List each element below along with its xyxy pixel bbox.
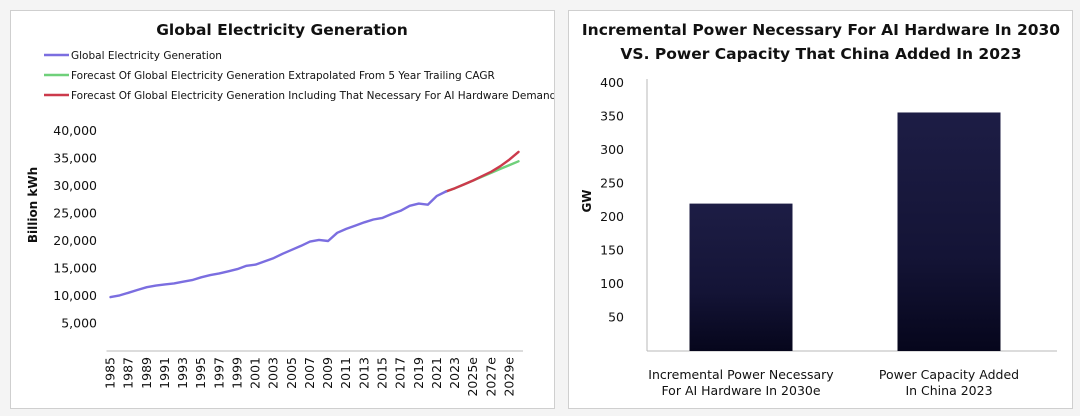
category-label: In China 2023 xyxy=(905,383,992,398)
x-tick-label: 2001 xyxy=(248,357,263,389)
y-tick-label: 400 xyxy=(600,75,624,90)
x-tick-label: 2025e xyxy=(465,357,480,397)
category-label: Power Capacity Added xyxy=(879,367,1019,382)
chart-title-line: Incremental Power Necessary For AI Hardw… xyxy=(582,21,1060,39)
y-tick-label: 150 xyxy=(600,243,624,258)
y-tick-label: 30,000 xyxy=(53,178,97,193)
y-tick-label: 10,000 xyxy=(53,288,97,303)
y-axis-ticks: 5,000 10,000 15,000 20,000 25,000 30,000 35,00… xyxy=(53,123,97,331)
y-axis-label: Billion kWh xyxy=(26,167,40,243)
y-tick-label: 5,000 xyxy=(61,316,97,331)
x-tick-label: 2017 xyxy=(393,357,408,389)
y-tick-label: 250 xyxy=(600,176,624,191)
legend-entry: Forecast Of Global Electricity Generatio… xyxy=(71,90,554,102)
bars xyxy=(689,112,1001,351)
x-tick-label: 1987 xyxy=(121,357,136,389)
y-axis-label: GW xyxy=(580,189,594,212)
legend-entry: Global Electricity Generation xyxy=(71,50,222,62)
x-tick-label: 1989 xyxy=(139,357,154,389)
x-tick-label: 2027e xyxy=(483,357,498,397)
y-tick-label: 25,000 xyxy=(53,206,97,221)
bar-0 xyxy=(689,203,793,351)
x-axis-ticks: 1985 1987 1989 1991 1993 1995 1997 1999 2001 2003… xyxy=(103,357,517,397)
y-tick-label: 15,000 xyxy=(53,261,97,276)
x-tick-label: 1997 xyxy=(211,357,226,389)
x-tick-label: 2005 xyxy=(284,357,299,389)
x-tick-label: 1995 xyxy=(193,357,208,389)
x-tick-label: 2003 xyxy=(266,357,281,389)
x-tick-label: 1999 xyxy=(229,357,244,389)
global-electricity-line-chart: Global Electricity Generation Billion kW… xyxy=(26,21,554,397)
x-tick-label: 2029e xyxy=(501,357,516,397)
x-tick-label: 2009 xyxy=(320,357,335,389)
x-tick-label: 2021 xyxy=(429,357,444,389)
y-tick-label: 300 xyxy=(600,142,624,157)
y-tick-label: 40,000 xyxy=(53,123,97,138)
y-tick-label: 35,000 xyxy=(53,151,97,166)
category-label: For AI Hardware In 2030e xyxy=(661,383,820,398)
legend: Global Electricity Generation Forecast Of… xyxy=(44,50,554,102)
series-line-2 xyxy=(444,150,520,193)
chart-title: Incremental Power Necessary For AI Hardw… xyxy=(582,21,1060,63)
x-tick-label: 2013 xyxy=(356,357,371,389)
x-tick-label: 2011 xyxy=(338,357,353,389)
x-tick-label: 1991 xyxy=(157,357,172,389)
y-tick-label: 200 xyxy=(600,209,624,224)
y-tick-label: 20,000 xyxy=(53,233,97,248)
x-tick-label: 2015 xyxy=(374,357,389,389)
y-tick-label: 350 xyxy=(600,109,624,124)
category-label: Incremental Power Necessary xyxy=(648,367,834,382)
series-lines xyxy=(109,150,520,299)
chart-title: Global Electricity Generation xyxy=(156,21,408,39)
x-tick-label: 2019 xyxy=(411,357,426,389)
x-tick-label: 2023 xyxy=(447,357,462,389)
y-tick-label: 100 xyxy=(600,276,624,291)
y-tick-label: 50 xyxy=(608,310,624,325)
bar-1 xyxy=(897,112,1001,351)
global-electricity-chart-panel: Global Electricity Generation Billion kW… xyxy=(10,10,555,409)
x-tick-label: 1985 xyxy=(103,357,118,389)
x-tick-label: 2007 xyxy=(302,357,317,389)
chart-title-line: VS. Power Capacity That China Added In 2… xyxy=(620,45,1021,63)
x-tick-label: 1993 xyxy=(175,357,190,389)
ai-power-bar-chart: Incremental Power Necessary For AI Hardw… xyxy=(580,21,1060,398)
ai-power-bar-chart-panel: Incremental Power Necessary For AI Hardw… xyxy=(568,10,1073,409)
series-line-0 xyxy=(109,190,448,299)
legend-entry: Forecast Of Global Electricity Generatio… xyxy=(71,70,495,82)
y-axis-ticks: 50 100 150 200 250 300 350 400 xyxy=(600,75,624,325)
